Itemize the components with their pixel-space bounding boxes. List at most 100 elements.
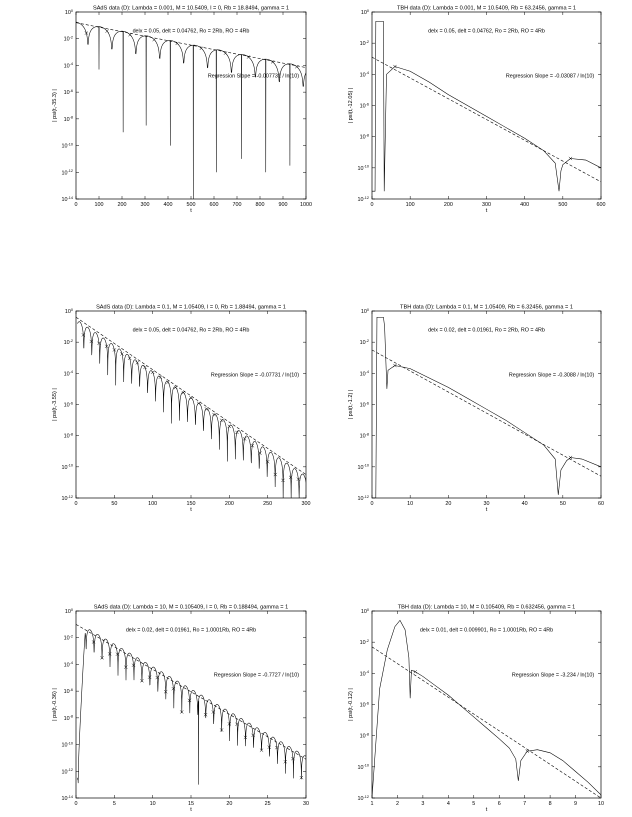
x-tick-label: 4 [447,801,450,807]
peak-marker [105,29,109,33]
x-tick-label: 9 [574,801,577,807]
y-tick-label: 10-10 [62,142,74,149]
peak-marker [152,37,156,42]
peak-marker [147,675,152,679]
peak-marker [251,733,255,738]
peak-marker [413,669,418,674]
peak-marker [91,640,96,644]
y-tick-label: 10-12 [62,495,74,502]
x-tick-label: 3 [421,801,424,807]
y-tick-label: 10-10 [62,741,74,748]
x-tick-label: 0 [75,801,78,807]
x-tick-label: 10 [598,801,604,807]
x-tick-label: 15 [188,801,194,807]
peak-marker [97,341,101,346]
x-tick-label: 0 [371,202,374,208]
y-tick-label: 10-2 [64,339,73,346]
peak-marker [104,344,109,349]
y-axis-label: | psi(t,-0.12) | [348,688,354,721]
regression-line [372,646,601,798]
peak-marker [107,652,112,656]
y-tick-label: 100 [361,608,369,615]
x-tick-label: 200 [444,202,453,208]
y-tick-label: 10-6 [64,401,73,408]
plot-p6: TBH data (D): Lambda = 10, M = 0.105409,… [348,605,604,814]
x-tick-label: 20 [226,801,232,807]
peak-marker [393,363,397,368]
peak-marker [235,722,239,726]
peak-marker [219,728,224,732]
y-tick-label: 10-8 [360,133,369,140]
data-line [372,21,601,192]
x-tick-label: 2 [396,801,399,807]
data-line [77,321,306,498]
peak-marker [246,55,251,59]
x-axis-label: t [486,208,488,214]
x-tick-label: 600 [597,202,606,208]
plot-title: SAdS data (D): Lambda = 0.1, M = 1.05409… [96,305,286,311]
peak-marker [199,46,204,51]
plot-p4: TBH data (D): Lambda = 0.1, M = 1.05409,… [348,305,604,514]
peak-marker [283,759,288,764]
peak-marker [171,686,176,691]
y-tick-label: 10-10 [358,165,370,172]
x-tick-label: 100 [95,202,104,208]
params-annotation: delx = 0.05, delt = 0.04762, Ro = 2Rb, R… [428,29,545,35]
x-tick-label: 1000 [300,202,312,208]
y-tick-label: 10-4 [360,370,369,377]
peak-marker [124,665,128,669]
peak-marker [295,64,299,69]
peak-marker [273,472,278,477]
x-axis-label: t [190,507,192,513]
peak-marker [211,710,216,714]
peak-marker [227,424,232,429]
peak-marker [227,722,232,726]
y-tick-label: 10-6 [360,401,369,408]
peak-marker [181,390,186,395]
plot-p3: SAdS data (D): Lambda = 0.1, M = 1.05409… [52,305,311,514]
series-group [76,624,306,785]
peak-marker [100,656,104,660]
plot-frame [75,610,307,799]
x-tick-label: 200 [225,501,234,507]
y-tick-label: 10-8 [64,715,73,722]
peak-marker [219,418,224,423]
y-tick-label: 10-14 [62,795,74,802]
y-tick-label: 10-8 [64,432,73,439]
x-tick-label: 25 [265,801,271,807]
params-annotation: delx = 0.02, delt = 0.01961, Ro = 2Rb, R… [428,328,545,334]
x-tick-label: 0 [75,202,78,208]
y-tick-label: 10-12 [62,768,74,775]
x-axis-label: t [486,807,488,813]
x-tick-label: 20 [445,501,451,507]
peak-marker [84,31,89,35]
y-tick-label: 100 [361,9,369,16]
x-tick-label: 300 [302,501,311,507]
x-tick-label: 600 [210,202,219,208]
peak-marker [259,748,264,752]
peak-marker [128,32,132,37]
regression-annotation: Regression Slope = -0.7727 / ln(10) [214,672,299,678]
peak-marker [281,478,285,483]
plot-p5: SAdS data (D): Lambda = 10, M = 0.105409… [52,605,309,814]
y-tick-label: 100 [361,308,369,315]
x-tick-label: 5 [472,801,475,807]
plot-p1: SAdS data (D): Lambda = 0.001, M = 10.54… [52,6,312,215]
series-group [372,619,601,798]
x-tick-label: 10 [150,801,156,807]
y-tick-label: 100 [65,308,73,315]
plot-frame [75,310,307,499]
y-tick-label: 10-6 [64,688,73,695]
x-tick-label: 500 [558,202,567,208]
peak-marker [568,156,573,161]
peak-marker [296,477,301,481]
plot-frame [371,310,602,499]
peak-marker [242,437,247,441]
peak-marker [135,361,140,365]
x-tick-label: 10 [407,501,413,507]
y-tick-label: 10-4 [64,62,73,69]
peak-marker [196,401,201,406]
x-tick-label: 5 [113,801,116,807]
y-tick-label: 100 [65,608,73,615]
